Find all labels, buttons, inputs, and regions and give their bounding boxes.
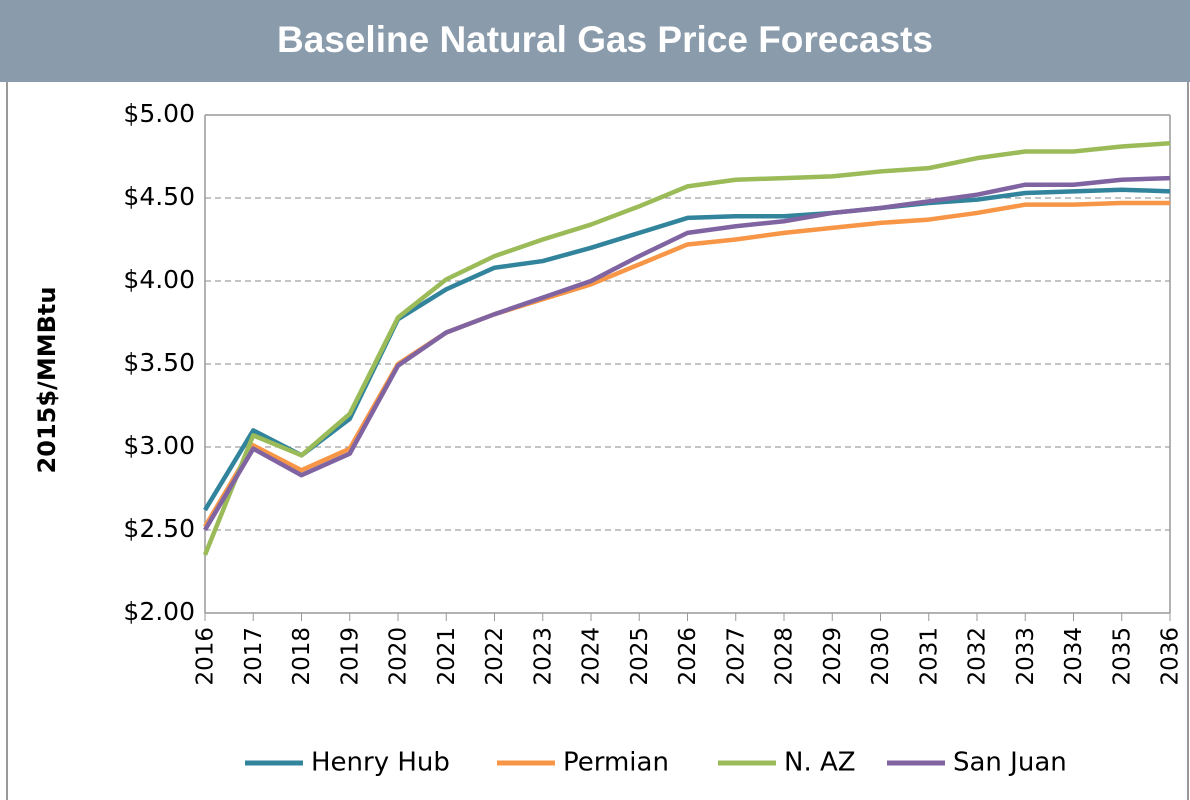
x-tick-label: 2029	[820, 627, 846, 686]
x-tick-label: 2035	[1109, 627, 1135, 686]
y-tick-label: $4.00	[123, 265, 195, 294]
legend-label: N. AZ	[784, 748, 856, 778]
x-tick-label: 2031	[916, 627, 942, 686]
x-tick-label: 2022	[482, 627, 508, 686]
y-tick-label: $2.50	[123, 514, 195, 543]
legend-label: San Juan	[953, 748, 1067, 778]
x-tick-label: 2020	[386, 627, 412, 686]
y-tick-label: $3.00	[123, 431, 195, 460]
x-tick-label: 2027	[723, 627, 749, 686]
legend-label: Henry Hub	[311, 748, 450, 778]
x-tick-label: 2034	[1061, 627, 1087, 686]
x-tick-label: 2017	[241, 627, 267, 686]
y-tick-label: $3.50	[123, 348, 195, 377]
series-line	[203, 175, 1171, 532]
series-line	[203, 187, 1171, 512]
x-tick-label: 2018	[289, 627, 315, 686]
legend-label: Permian	[563, 748, 669, 778]
x-tick-label: 2030	[868, 627, 894, 686]
x-tick-label: 2036	[1158, 627, 1184, 686]
x-tick-label: 2021	[434, 627, 460, 686]
y-tick-label: $5.00	[123, 99, 195, 128]
series-line	[203, 200, 1170, 528]
chart-title: Baseline Natural Gas Price Forecasts	[277, 19, 933, 60]
x-tick-label: 2028	[772, 627, 798, 686]
x-tick-label: 2016	[193, 627, 219, 686]
x-tick-label: 2024	[579, 627, 605, 686]
y-axis-label: 2015$/MMBtu	[33, 287, 61, 474]
title-bar	[0, 0, 1190, 82]
series-line	[202, 140, 1171, 556]
y-tick-label: $2.00	[123, 597, 195, 626]
x-tick-label: 2025	[627, 627, 653, 686]
x-tick-label: 2023	[530, 627, 556, 686]
x-tick-label: 2032	[965, 627, 991, 686]
y-tick-label: $4.50	[123, 182, 195, 211]
x-tick-label: 2026	[675, 627, 701, 686]
x-tick-label: 2033	[1013, 627, 1039, 686]
x-tick-label: 2019	[337, 627, 363, 686]
